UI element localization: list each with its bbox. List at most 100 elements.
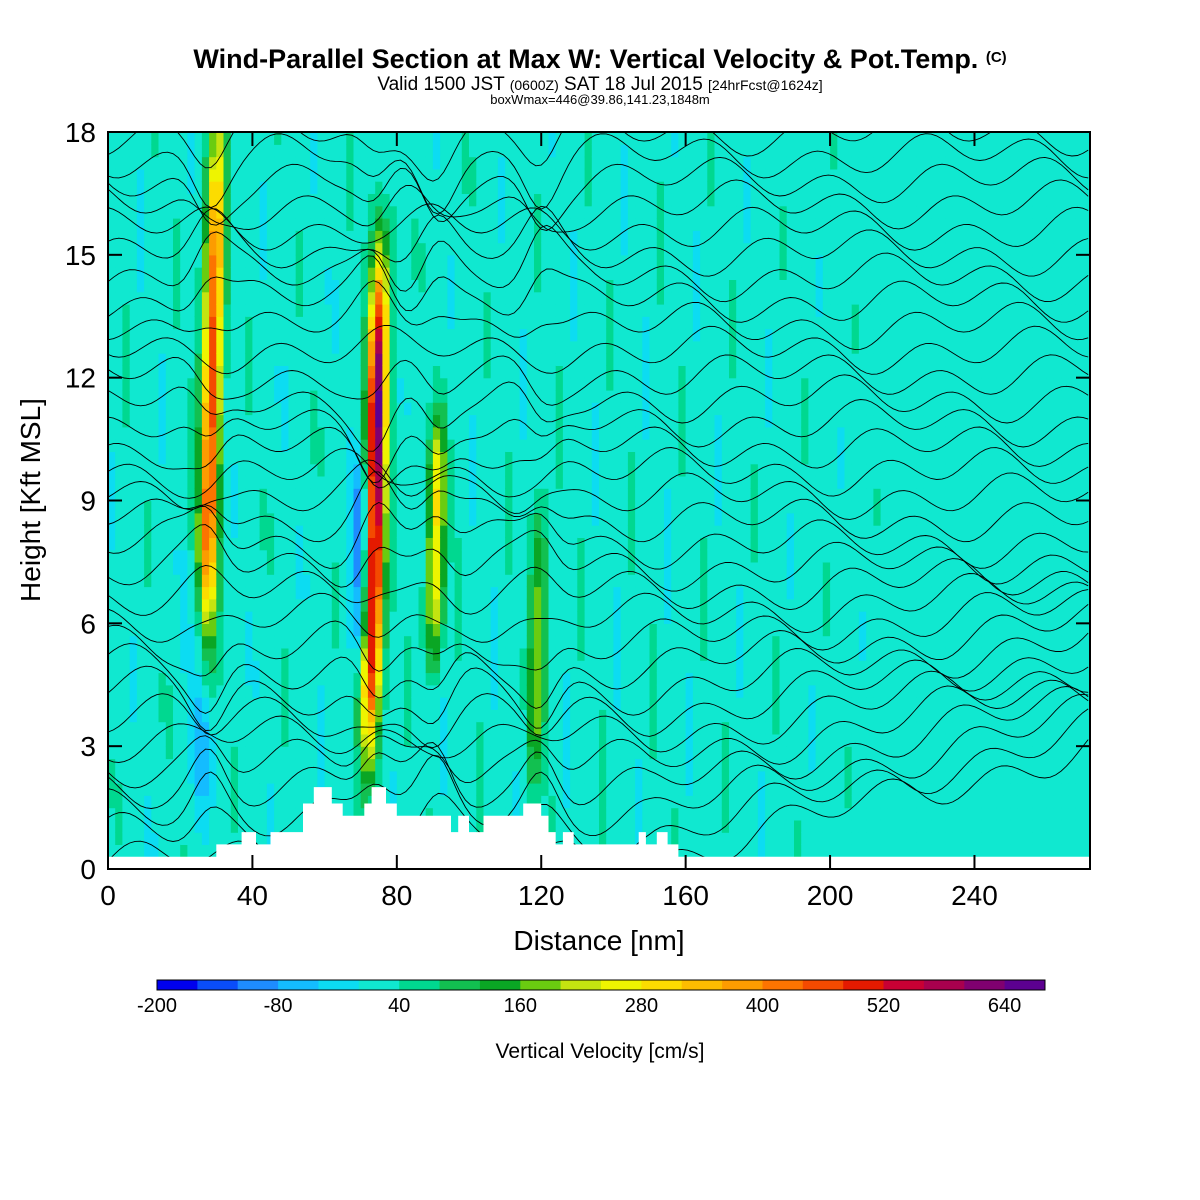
field-cell [252, 611, 261, 624]
field-cell [339, 758, 347, 772]
field-cell [382, 254, 391, 268]
field-cell [129, 611, 138, 624]
field-cell [303, 254, 311, 268]
field-cell [447, 684, 456, 698]
field-cell [310, 254, 318, 268]
field-cell [310, 168, 318, 182]
field-cell [685, 377, 694, 391]
field-cell [216, 647, 225, 661]
field-cell [692, 377, 701, 391]
field-cell [303, 316, 311, 330]
field-cell [656, 647, 665, 661]
field-cell [570, 611, 578, 624]
field-cell [656, 230, 665, 244]
field-cell [577, 709, 586, 723]
field-cell [245, 205, 253, 219]
field-cell [562, 684, 571, 698]
field-cell [562, 193, 571, 207]
field-cell [209, 168, 217, 182]
field-cell [599, 156, 607, 170]
field-cell [577, 500, 586, 514]
field-cell [324, 132, 333, 145]
field-cell [548, 377, 557, 391]
field-cell [461, 230, 470, 244]
field-cell [136, 181, 145, 194]
field-cell [562, 168, 571, 182]
field-cell [165, 242, 174, 256]
field-cell [404, 697, 412, 710]
field-cell [187, 168, 196, 182]
field-cell [505, 623, 513, 637]
field-cell [136, 267, 145, 280]
field-cell [346, 365, 355, 379]
field-cell [548, 254, 557, 268]
field-cell [194, 733, 203, 747]
field-cell [584, 697, 593, 710]
field-cell [505, 475, 513, 489]
field-cell [627, 230, 636, 244]
field-cell [144, 439, 152, 452]
field-cell [144, 316, 152, 330]
field-cell [671, 549, 679, 563]
field-cell [122, 672, 131, 686]
field-cell [512, 709, 521, 723]
field-cell [223, 426, 232, 440]
field-cell [620, 709, 629, 723]
field-cell [599, 537, 607, 551]
field-cell [534, 439, 542, 452]
field-cell [230, 598, 239, 612]
field-cell [577, 316, 586, 330]
field-cell [353, 586, 362, 600]
field-cell [620, 463, 629, 477]
field-cell [692, 660, 701, 674]
field-cell [317, 328, 326, 342]
field-cell [700, 304, 708, 317]
field-cell [664, 684, 672, 698]
field-cell [288, 795, 297, 809]
field-cell [562, 611, 571, 624]
field-cell [274, 451, 282, 465]
field-cell [375, 328, 383, 342]
field-cell [404, 463, 412, 477]
field-cell [570, 819, 578, 833]
field-cell [497, 242, 506, 256]
field-cell [129, 402, 138, 416]
field-cell [173, 635, 181, 649]
field-cell [158, 697, 167, 710]
field-cell [418, 488, 427, 502]
field-cell [649, 672, 658, 686]
field-cell [303, 500, 311, 514]
field-cell [295, 316, 304, 330]
field-cell [165, 684, 174, 698]
field-cell [505, 353, 513, 366]
field-cell [288, 537, 297, 551]
field-cell [642, 537, 651, 551]
field-cell [194, 586, 203, 600]
field-cell [216, 500, 225, 514]
field-cell [534, 353, 542, 366]
field-cell [266, 414, 275, 428]
field-cell [534, 783, 542, 796]
field-cell [591, 549, 600, 563]
field-cell [201, 267, 210, 280]
field-cell [454, 205, 463, 219]
field-cell [201, 181, 210, 194]
field-cell [259, 635, 268, 649]
field-cell [627, 832, 636, 845]
field-cell [483, 389, 492, 403]
field-cell [295, 304, 304, 317]
field-cell [418, 635, 427, 649]
field-cell [295, 475, 304, 489]
field-cell [238, 451, 246, 465]
field-cell [469, 291, 477, 305]
field-cell [238, 463, 246, 477]
field-cell [209, 635, 217, 649]
field-cell [339, 353, 347, 366]
field-cell [346, 697, 355, 710]
field-cell [209, 267, 217, 280]
field-cell [599, 340, 607, 354]
field-cell [382, 193, 391, 207]
field-cell [122, 512, 131, 526]
field-cell [642, 684, 651, 698]
field-cell [151, 389, 160, 403]
